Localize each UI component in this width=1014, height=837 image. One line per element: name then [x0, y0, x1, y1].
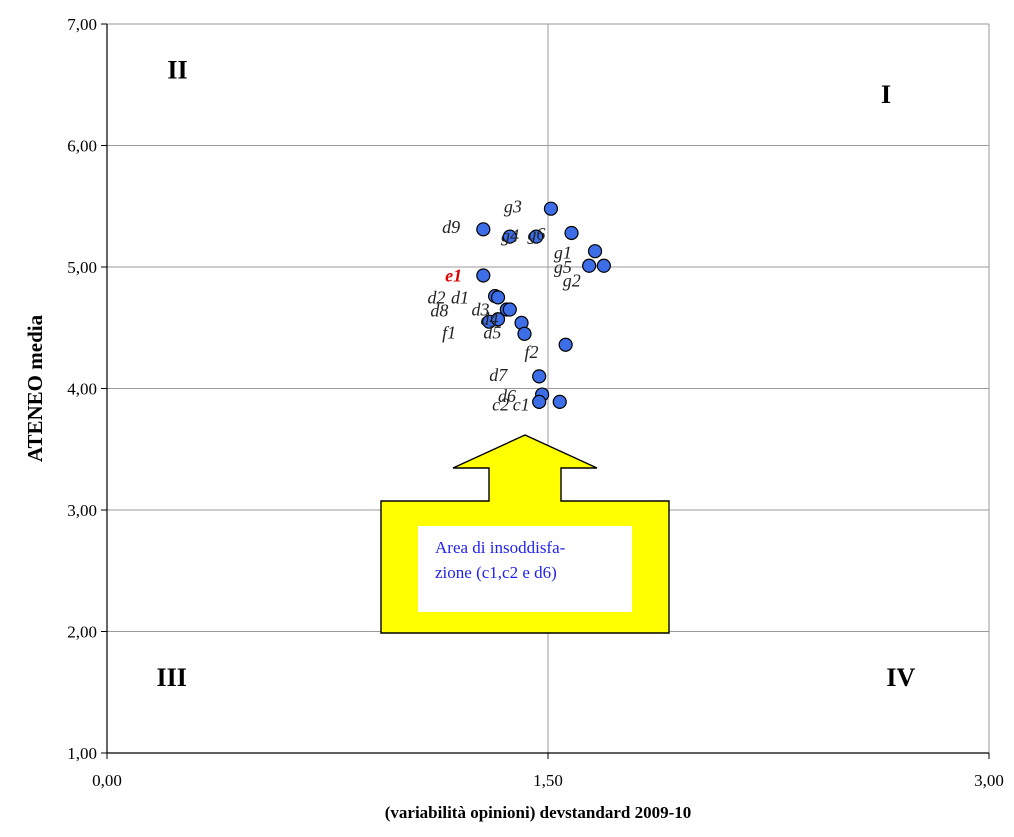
- quadrant-label: IV: [886, 663, 915, 692]
- point-label: d8: [430, 301, 448, 321]
- data-point: [543, 201, 559, 216]
- data-point: [476, 268, 491, 283]
- point-label: d2: [427, 287, 445, 307]
- tick-labels: 1,00 2,00 3,00 4,00 5,00 6,00 7,00 0,00 1,50 3,00: [67, 15, 1004, 790]
- y-tick-label: 4,00: [67, 380, 97, 399]
- data-point: [596, 258, 611, 273]
- callout-text-line: Area di insoddisfa-: [435, 538, 566, 557]
- data-point: [476, 222, 491, 237]
- point-label: c1: [513, 394, 530, 414]
- point-label: d6: [498, 386, 516, 406]
- data-point: [532, 369, 547, 384]
- point-label: g4: [501, 225, 519, 245]
- point-label: c2: [492, 394, 509, 414]
- data-point: [587, 244, 603, 259]
- callout-arrow: Area di insoddisfa-zione (c1,c2 e d6): [380, 434, 670, 634]
- data-point: [564, 225, 579, 241]
- y-tick-label: 6,00: [67, 137, 97, 156]
- x-tick-label: 3,00: [974, 771, 1004, 790]
- data-point: [552, 394, 567, 409]
- data-point: [490, 312, 506, 327]
- point-label: d5: [483, 323, 501, 343]
- point-label: g2: [563, 270, 581, 290]
- y-tick-label: 3,00: [67, 501, 97, 520]
- point-label: g6: [527, 224, 545, 244]
- point-label: d1: [451, 287, 469, 307]
- point-label: g5: [554, 257, 572, 277]
- callout-text-line: zione (c1,c2 e d6): [435, 563, 557, 582]
- callout-text-box: [418, 526, 632, 612]
- grid-lines: [106, 23, 990, 754]
- point-label: f2: [524, 342, 538, 362]
- quadrant-label: I: [881, 80, 891, 109]
- data-point: [502, 302, 517, 317]
- y-tick-label: 5,00: [67, 258, 97, 277]
- point-label: g1: [554, 242, 572, 262]
- data-point: [517, 326, 532, 341]
- x-tick-label: 0,00: [92, 771, 122, 790]
- y-axis-title: ATENEO media: [23, 314, 47, 462]
- point-label: d9: [442, 217, 460, 237]
- data-point: [529, 229, 544, 244]
- point-label: e1: [445, 266, 462, 286]
- x-tick-label: 1,50: [533, 771, 563, 790]
- quadrant-label: II: [167, 56, 187, 85]
- data-point: [490, 290, 506, 305]
- point-label: d4: [480, 309, 498, 329]
- data-point: [502, 229, 517, 244]
- data-point: [532, 394, 547, 409]
- point-label: g3: [504, 196, 522, 216]
- y-tick-label: 1,00: [67, 744, 97, 763]
- quadrant-label: III: [157, 663, 187, 692]
- x-axis-title: (variabilità opinioni) devstandard 2009-…: [385, 803, 692, 822]
- y-tick-label: 7,00: [67, 15, 97, 34]
- data-point: [558, 337, 573, 352]
- data-point: [582, 258, 597, 273]
- point-label: f1: [442, 323, 456, 343]
- y-tick-label: 2,00: [67, 623, 97, 642]
- point-label: d7: [489, 365, 508, 385]
- data-points: [476, 201, 611, 409]
- point-label: d3: [472, 300, 490, 320]
- axes: [101, 23, 990, 759]
